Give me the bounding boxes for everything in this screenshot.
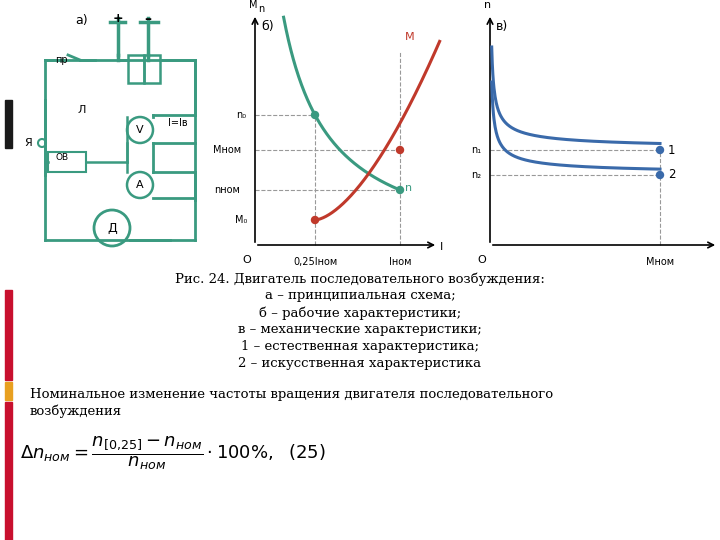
Text: возбуждения: возбуждения xyxy=(30,405,122,418)
Text: V: V xyxy=(136,125,144,135)
Text: $\Delta n_{ном} = \dfrac{n_{[0{,}25]} - n_{ном}}{n_{ном}} \cdot 100\%,\ \ (25)$: $\Delta n_{ном} = \dfrac{n_{[0{,}25]} - … xyxy=(20,434,325,472)
Text: 1: 1 xyxy=(668,144,675,157)
Text: n₀: n₀ xyxy=(236,110,246,120)
Text: 1 – естественная характеристика;: 1 – естественная характеристика; xyxy=(241,340,479,353)
Text: +: + xyxy=(113,12,123,25)
Text: nном: nном xyxy=(214,185,240,195)
Circle shape xyxy=(397,186,403,193)
Text: M₀: M₀ xyxy=(235,215,247,225)
Text: А: А xyxy=(136,180,144,190)
Bar xyxy=(5,402,12,540)
Text: Iном: Iном xyxy=(389,257,411,267)
Circle shape xyxy=(657,172,664,179)
Bar xyxy=(5,382,12,400)
Text: а): а) xyxy=(75,14,88,27)
Text: б): б) xyxy=(261,20,274,33)
Circle shape xyxy=(397,146,403,153)
Circle shape xyxy=(312,111,318,118)
Text: в): в) xyxy=(496,20,508,33)
Text: ОВ: ОВ xyxy=(55,153,68,163)
Text: 0,25Iном: 0,25Iном xyxy=(293,257,337,267)
Text: n: n xyxy=(405,183,412,193)
Text: n₁: n₁ xyxy=(471,145,481,155)
Text: 2: 2 xyxy=(668,168,675,181)
Text: пр: пр xyxy=(55,55,68,65)
Text: Рис. 24. Двигатель последовательного возбуждения:: Рис. 24. Двигатель последовательного воз… xyxy=(175,272,545,286)
Circle shape xyxy=(657,146,664,153)
Text: Я: Я xyxy=(24,138,32,148)
Text: M: M xyxy=(248,0,257,10)
Text: а – принципиальная схема;: а – принципиальная схема; xyxy=(265,289,455,302)
Bar xyxy=(5,100,12,148)
Text: n₂: n₂ xyxy=(471,170,481,180)
Text: I=Iв: I=Iв xyxy=(168,118,188,128)
Text: Номинальное изменение частоты вращения двигателя последовательного: Номинальное изменение частоты вращения д… xyxy=(30,388,553,401)
Text: Л: Л xyxy=(78,105,86,115)
Text: n: n xyxy=(258,4,264,14)
Text: 2 – искусственная характеристика: 2 – искусственная характеристика xyxy=(238,357,482,370)
Text: M: M xyxy=(405,32,415,42)
Text: O: O xyxy=(477,255,487,265)
Text: б – рабочие характеристики;: б – рабочие характеристики; xyxy=(259,306,461,320)
Text: O: O xyxy=(243,255,251,265)
Text: Д: Д xyxy=(107,221,117,234)
Text: в – механические характеристики;: в – механические характеристики; xyxy=(238,323,482,336)
Circle shape xyxy=(312,217,318,224)
Text: –: – xyxy=(145,12,151,26)
Text: n: n xyxy=(485,0,492,10)
Text: Mном: Mном xyxy=(646,257,674,267)
Text: Mном: Mном xyxy=(213,145,241,155)
Text: I: I xyxy=(440,242,444,252)
Bar xyxy=(5,290,12,380)
